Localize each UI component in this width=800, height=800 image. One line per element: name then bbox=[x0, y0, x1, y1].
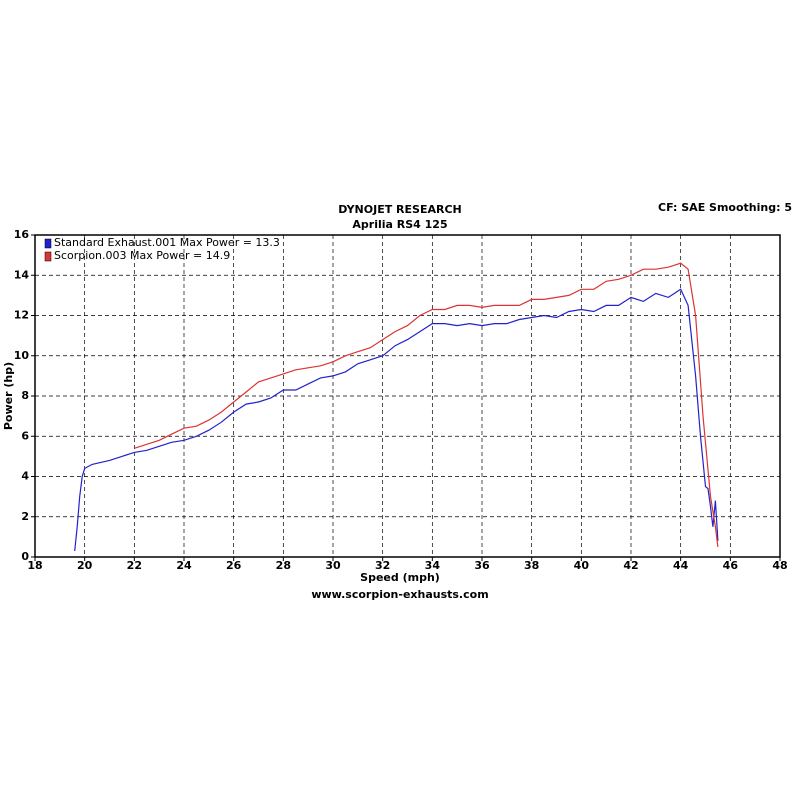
x-tick-label: 26 bbox=[226, 559, 242, 572]
y-tick-label: 8 bbox=[21, 389, 29, 402]
y-tick-label: 0 bbox=[21, 550, 29, 563]
chart-title: DYNOJET RESEARCH bbox=[338, 203, 461, 216]
x-tick-label: 38 bbox=[524, 559, 539, 572]
legend-label: Scorpion.003 Max Power = 14.9 bbox=[54, 249, 230, 262]
x-tick-label: 40 bbox=[574, 559, 590, 572]
y-tick-label: 12 bbox=[14, 309, 29, 322]
x-tick-label: 32 bbox=[375, 559, 390, 572]
x-tick-label: 44 bbox=[673, 559, 689, 572]
x-tick-label: 48 bbox=[772, 559, 787, 572]
chart-subtitle: Aprilia RS4 125 bbox=[352, 218, 447, 231]
x-tick-label: 36 bbox=[474, 559, 490, 572]
footer: www.scorpion-exhausts.com bbox=[311, 588, 488, 601]
y-tick-label: 16 bbox=[14, 228, 30, 241]
x-tick-label: 42 bbox=[623, 559, 638, 572]
x-tick-label: 24 bbox=[176, 559, 192, 572]
x-tick-label: 30 bbox=[325, 559, 341, 572]
series-line bbox=[134, 262, 719, 547]
x-tick-label: 46 bbox=[723, 559, 739, 572]
x-tick-label: 28 bbox=[276, 559, 291, 572]
x-axis-label: Speed (mph) bbox=[360, 571, 440, 584]
y-tick-label: 10 bbox=[14, 349, 30, 362]
settings-note: CF: SAE Smoothing: 5 bbox=[658, 201, 792, 214]
y-axis-label: Power (hp) bbox=[2, 362, 15, 430]
legend-swatch bbox=[44, 238, 52, 249]
legend-swatch bbox=[44, 251, 52, 262]
legend-label: Standard Exhaust.001 Max Power = 13.3 bbox=[54, 236, 280, 249]
x-tick-label: 20 bbox=[77, 559, 93, 572]
y-tick-label: 14 bbox=[14, 268, 30, 281]
y-tick-label: 2 bbox=[21, 510, 29, 523]
series-line bbox=[74, 288, 719, 552]
y-tick-label: 4 bbox=[21, 470, 29, 483]
x-tick-label: 34 bbox=[425, 559, 441, 572]
y-tick-label: 6 bbox=[21, 429, 29, 442]
x-tick-label: 22 bbox=[127, 559, 142, 572]
x-tick-label: 18 bbox=[27, 559, 42, 572]
